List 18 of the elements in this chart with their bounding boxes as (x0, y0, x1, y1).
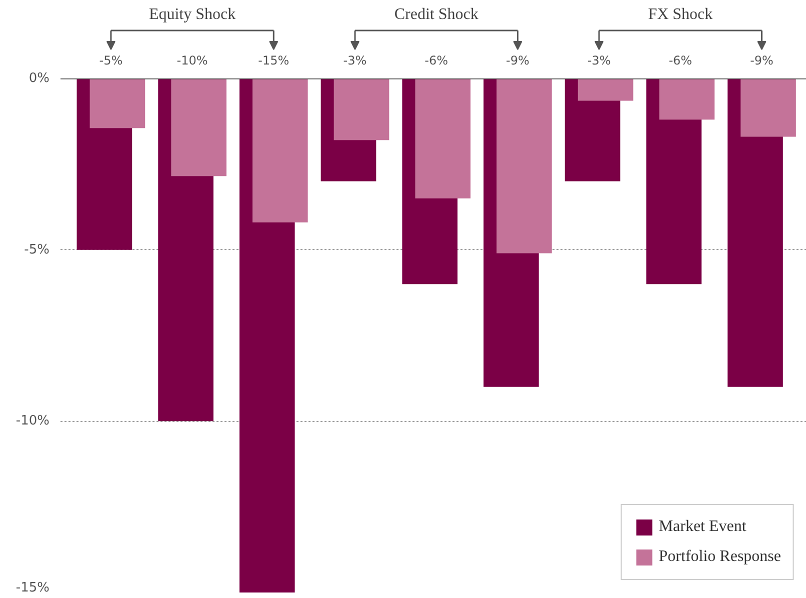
legend-label: Market Event (658, 518, 746, 536)
x-tick-label: -9% (506, 54, 530, 68)
y-tick-label: -15% (16, 580, 50, 596)
text: Credit Shock (394, 6, 478, 23)
x-tick-label: -9% (750, 54, 774, 68)
legend-label: Portfolio Response (658, 548, 781, 566)
x-tick-label: -6% (668, 54, 692, 68)
y-tick-label: -10% (16, 414, 50, 429)
x-tick-label: -10% (176, 54, 208, 68)
x-tick-label: -3% (587, 54, 611, 68)
x-tick-label: -6% (424, 54, 448, 68)
x-tick-label: -5% (99, 54, 123, 68)
y-tick-label: 0% (28, 71, 50, 86)
text: Equity Shock (148, 6, 236, 23)
y-tick-label: -5% (24, 242, 50, 258)
x-tick-label: -15% (258, 54, 290, 68)
text: FX Shock (648, 6, 713, 23)
x-tick-label: -3% (343, 54, 367, 68)
